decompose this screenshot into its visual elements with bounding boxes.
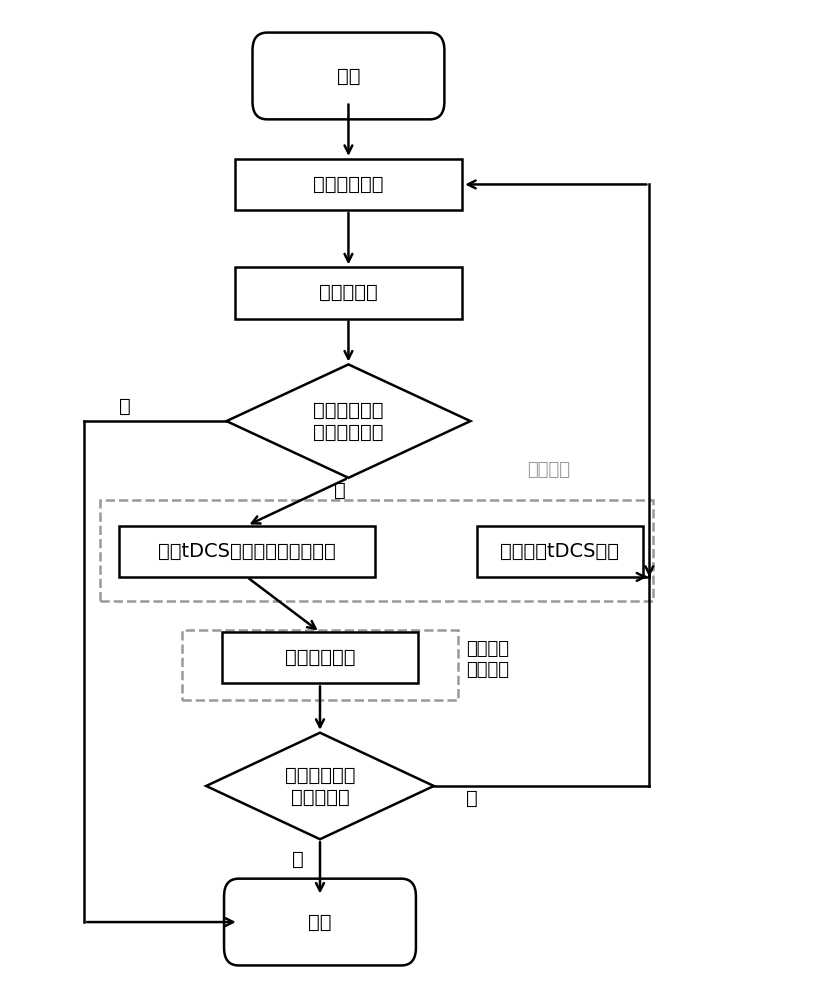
Text: 构建因果
癌疫网络: 构建因果 癌疫网络	[466, 640, 509, 679]
Text: 构建脑网络: 构建脑网络	[319, 283, 378, 302]
FancyBboxPatch shape	[252, 33, 444, 119]
Bar	[100, 500, 653, 601]
Bar	[119, 526, 375, 577]
Bar	[182, 630, 458, 700]
Text: 当前网络是否
存在关键节点: 当前网络是否 存在关键节点	[313, 401, 384, 442]
Text: 保持当前tDCS状态: 保持当前tDCS状态	[500, 542, 619, 561]
Bar	[222, 632, 418, 683]
Bar	[476, 526, 643, 577]
Text: 递进刷激: 递进刷激	[528, 461, 571, 479]
Text: 采集脑电数据: 采集脑电数据	[313, 175, 384, 194]
FancyBboxPatch shape	[224, 879, 416, 965]
Text: 否: 否	[466, 789, 478, 808]
Text: 增加tDCS靶点抑制该关键节点: 增加tDCS靶点抑制该关键节点	[158, 542, 336, 561]
Polygon shape	[227, 364, 471, 478]
Text: 结束: 结束	[308, 913, 332, 932]
Text: 是: 是	[292, 850, 304, 869]
Text: 开始: 开始	[337, 66, 361, 85]
Text: 是: 是	[334, 481, 347, 500]
Bar	[235, 159, 462, 210]
Polygon shape	[206, 733, 434, 839]
Text: 否: 否	[119, 397, 131, 416]
Text: 癌疫发作是否
被有效抑制: 癌疫发作是否 被有效抑制	[284, 765, 356, 806]
Text: 记录因果连接: 记录因果连接	[284, 648, 356, 667]
Bar	[235, 267, 462, 319]
